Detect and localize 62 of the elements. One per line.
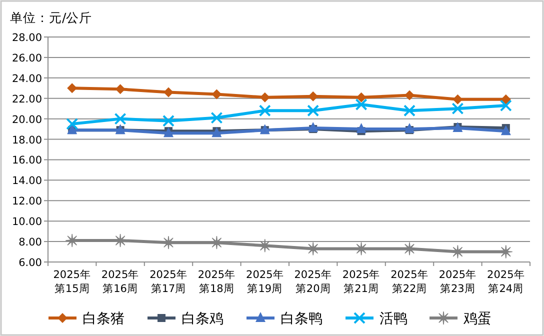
point [500, 125, 511, 136]
legend-label: 白条猪 [82, 311, 124, 327]
point [260, 92, 270, 102]
point [356, 123, 366, 134]
y-tick-label: 28.00 [12, 32, 42, 44]
point [404, 123, 414, 134]
y-tick-label: 6.00 [18, 257, 42, 269]
point [212, 89, 222, 100]
y-tick-label: 26.00 [12, 52, 42, 64]
point [162, 114, 174, 127]
x-tick-label: 2025年第18周 [198, 269, 236, 295]
point [451, 245, 464, 258]
y-tick-label: 20.00 [12, 114, 42, 126]
point [404, 104, 416, 117]
point [258, 104, 271, 117]
point [306, 242, 320, 256]
x-tick-label: 2025年第17周 [150, 269, 188, 295]
y-tick-label: 8.00 [18, 236, 42, 249]
point [258, 239, 272, 252]
legend-label: 白条鸭 [280, 311, 322, 327]
point [404, 90, 414, 100]
point [354, 242, 368, 256]
x-tick-label: 2025年第22周 [390, 269, 428, 295]
point [114, 112, 126, 125]
point [210, 112, 223, 124]
legend-label: 白条鸡 [182, 311, 224, 327]
point [452, 94, 463, 104]
y-tick-label: 14.00 [12, 175, 42, 188]
point [115, 84, 126, 94]
point [356, 92, 366, 102]
point [500, 100, 512, 112]
y-tick-label: 12.00 [12, 196, 42, 208]
x-tick-label: 2025年第21周 [342, 269, 380, 295]
y-tick-label: 10.00 [12, 216, 42, 228]
y-axis-title: 单位：元/公斤 [10, 10, 92, 25]
x-tick-label: 2025年第19周 [246, 269, 284, 295]
point [308, 122, 318, 132]
point [307, 104, 320, 117]
point [499, 245, 512, 258]
x-tick-label: 2025年第24周 [487, 269, 525, 295]
point [66, 118, 78, 130]
y-tick-label: 16.00 [12, 154, 42, 167]
x-tick-label: 2025年第15周 [53, 269, 91, 295]
point [66, 234, 79, 248]
point [162, 236, 176, 250]
point [500, 94, 511, 104]
point [210, 236, 224, 250]
point [308, 91, 318, 102]
point [67, 83, 78, 94]
x-tick-label: 2025年第16周 [101, 269, 140, 295]
y-tick-label: 22.00 [12, 93, 42, 106]
point [355, 98, 368, 110]
x-tick-label: 2025年第20周 [294, 269, 332, 295]
x-tick-label: 2025年第23周 [438, 269, 477, 295]
point [402, 242, 416, 256]
point [114, 234, 127, 248]
y-tick-label: 24.00 [12, 72, 42, 85]
legend-label: 活鸭 [380, 311, 408, 327]
legend-label: 鸡蛋 [462, 311, 492, 327]
point [164, 87, 174, 98]
point [452, 102, 464, 115]
y-tick-label: 18.00 [12, 134, 42, 146]
